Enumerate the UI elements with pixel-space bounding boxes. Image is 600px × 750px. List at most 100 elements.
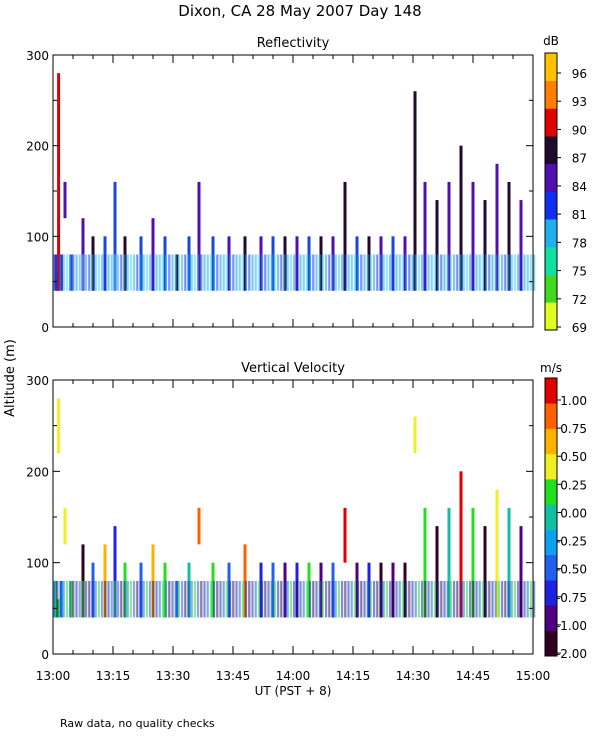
vertical-velocity-echo-band — [142, 580, 145, 618]
vertical-velocity-echo-column — [197, 507, 201, 545]
reflectivity-echo-band — [280, 254, 283, 291]
reflectivity-echo-band — [203, 254, 206, 291]
reflectivity-echo-band — [392, 254, 395, 291]
vertical-velocity-echo-band — [213, 580, 216, 618]
vertical-velocity-echo-band — [517, 580, 520, 618]
vertical-velocity-echo-band — [318, 580, 321, 618]
vertical-velocity-echo-band — [174, 580, 177, 618]
vertical-velocity-echo-band — [219, 580, 222, 618]
vertical-velocity-echo-band — [158, 580, 161, 618]
reflectivity-echo-band — [385, 254, 388, 291]
reflectivity-echo-column — [343, 181, 347, 291]
x-tick-label: 13:00 — [36, 669, 71, 683]
reflectivity-echo-band — [136, 254, 139, 291]
reflectivity-echo-band — [197, 254, 200, 291]
vertical-velocity-echo-band — [168, 580, 171, 618]
vertical-velocity-y-tick-label: 100 — [26, 557, 49, 571]
vertical-velocity-echo-band — [440, 580, 443, 618]
vertical-velocity-colorbar-tick-label: 1.00 — [560, 394, 587, 408]
vertical-velocity-echo-band — [123, 580, 126, 618]
vertical-velocity-echo-column — [113, 526, 117, 618]
reflectivity-echo-column — [175, 254, 179, 291]
reflectivity-echo-band — [363, 254, 366, 291]
reflectivity-echo-band — [110, 254, 113, 291]
x-tick-label: 14:00 — [276, 669, 311, 683]
y-axis-label: Altitude (m) — [3, 339, 18, 417]
vertical-velocity-echo-band — [369, 580, 372, 618]
reflectivity-colorbar-swatch — [545, 136, 557, 165]
reflectivity-echo-band — [187, 254, 190, 291]
reflectivity-echo-band — [216, 254, 219, 291]
vertical-velocity-echo-band — [443, 580, 446, 618]
vertical-velocity-echo-band — [379, 580, 382, 618]
vertical-velocity-echo-band — [433, 580, 436, 618]
reflectivity-echo-band — [526, 254, 529, 291]
reflectivity-colorbar-swatch — [545, 219, 557, 248]
reflectivity-echo-band — [417, 254, 420, 291]
vertical-velocity-echo-band — [165, 580, 168, 618]
vertical-velocity-echo-band — [75, 580, 78, 618]
vertical-velocity-echo-band — [526, 580, 529, 618]
vertical-velocity-echo-column — [271, 562, 275, 618]
vertical-velocity-echo-band — [91, 580, 94, 618]
vertical-velocity-echo-band — [424, 580, 427, 618]
vertical-velocity-echo-column — [471, 507, 475, 618]
vertical-velocity-echo-column — [447, 507, 451, 618]
reflectivity-colorbar-tick-label: 72 — [572, 293, 587, 307]
reflectivity-colorbar-tick-label: 75 — [572, 265, 587, 279]
vertical-velocity-y-tick-label: 200 — [26, 465, 49, 479]
vertical-velocity-echo-band — [65, 580, 68, 618]
reflectivity-y-tick-label: 0 — [41, 321, 49, 335]
reflectivity-echo-band — [113, 254, 116, 291]
reflectivity-panel: Reflectivity 300 200 100 0 dB 96 93 90 87 84 81 78 75… — [26, 34, 587, 335]
vertical-velocity-echo-band — [193, 580, 196, 618]
vertical-velocity-y-tick-label: 300 — [26, 374, 49, 388]
vertical-velocity-echo-band — [513, 580, 516, 618]
vertical-velocity-echo-band — [126, 580, 129, 618]
reflectivity-echo-band — [408, 254, 411, 291]
vertical-velocity-echo-band — [321, 580, 324, 618]
reflectivity-echo-band — [69, 254, 72, 291]
reflectivity-colorbar-tick-label: 87 — [572, 152, 587, 166]
vertical-velocity-echo-band — [475, 580, 478, 618]
reflectivity-echo-band — [200, 254, 203, 291]
vertical-velocity-echo-column — [435, 526, 439, 618]
reflectivity-echo-band — [117, 254, 120, 291]
vertical-velocity-echo-band — [53, 580, 56, 618]
vertical-velocity-echo-column — [319, 562, 323, 618]
vertical-velocity-echo-band — [315, 580, 318, 618]
vertical-velocity-echo-band — [488, 580, 491, 618]
reflectivity-echo-band — [337, 254, 340, 291]
vertical-velocity-echo-band — [408, 580, 411, 618]
vertical-velocity-echo-band — [129, 580, 132, 618]
reflectivity-y-tick-label: 300 — [26, 49, 49, 63]
vertical-velocity-colorbar-tick-label: -2.00 — [556, 647, 587, 661]
vertical-velocity-colorbar-tick-label: -0.75 — [556, 591, 587, 605]
vertical-velocity-echo-band — [283, 580, 286, 618]
x-tick-label: 13:15 — [96, 669, 131, 683]
reflectivity-echo-band — [206, 254, 209, 291]
reflectivity-colorbar-tick-label: 93 — [572, 95, 587, 109]
reflectivity-echo-band — [411, 254, 414, 291]
reflectivity-echo-band — [398, 254, 401, 291]
reflectivity-colorbar-tick-label: 96 — [572, 67, 587, 81]
vertical-velocity-echo-band — [331, 580, 334, 618]
reflectivity-echo-band — [427, 254, 430, 291]
vertical-velocity-echo-band — [337, 580, 340, 618]
reflectivity-echo-band — [91, 254, 94, 291]
vertical-velocity-echo-band — [494, 580, 497, 618]
vertical-velocity-echo-band — [373, 580, 376, 618]
vertical-velocity-echo-column — [63, 507, 67, 545]
reflectivity-colorbar-tick-label: 81 — [572, 208, 587, 222]
reflectivity-echo-band — [401, 254, 404, 291]
reflectivity-echo-column — [495, 163, 499, 291]
vertical-velocity-echo-band — [353, 580, 356, 618]
vertical-velocity-colorbar-swatch — [545, 605, 557, 632]
vertical-velocity-echo-band — [485, 580, 488, 618]
reflectivity-echo-band — [53, 254, 56, 291]
reflectivity-echo-column — [435, 200, 439, 291]
reflectivity-echo-band — [267, 254, 270, 291]
reflectivity-echo-column — [447, 181, 451, 291]
vertical-velocity-echo-band — [245, 580, 248, 618]
vertical-velocity-echo-band — [293, 580, 296, 618]
